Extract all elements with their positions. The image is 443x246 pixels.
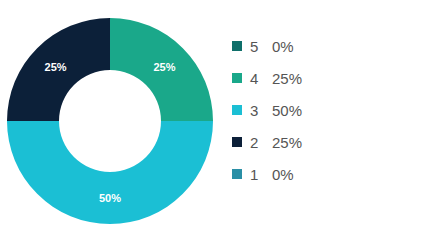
slice — [7, 18, 110, 121]
legend-item: 5 0% — [232, 38, 294, 55]
slice — [110, 18, 213, 121]
slice — [110, 18, 111, 70]
data-label: 50% — [99, 192, 121, 204]
legend-label: 3 — [250, 102, 258, 119]
legend-swatch — [232, 105, 242, 115]
legend-value: 25% — [272, 70, 302, 87]
data-label: 25% — [45, 61, 67, 73]
legend-label: 2 — [250, 134, 258, 151]
legend-label: 1 — [250, 166, 258, 183]
legend-swatch — [232, 137, 242, 147]
legend-swatch — [232, 73, 242, 83]
legend: 5 0% 4 25% 3 50% 2 25% 1 0% — [232, 38, 302, 183]
donut: 25% 50% 25% — [7, 18, 213, 224]
legend-label: 4 — [250, 70, 258, 87]
legend-value: 0% — [272, 166, 294, 183]
slice — [7, 121, 213, 224]
legend-swatch — [232, 41, 242, 51]
legend-item: 1 0% — [232, 166, 294, 183]
legend-swatch — [232, 169, 242, 179]
legend-value: 50% — [272, 102, 302, 119]
legend-value: 25% — [272, 134, 302, 151]
chart: 25%50%25%50%425%350%225%10% — [0, 0, 443, 246]
legend-label: 5 — [250, 38, 258, 55]
legend-item: 2 25% — [232, 134, 302, 151]
legend-value: 0% — [272, 38, 294, 55]
legend-item: 3 50% — [232, 102, 302, 119]
legend-item: 4 25% — [232, 70, 302, 87]
data-label: 25% — [153, 61, 175, 73]
